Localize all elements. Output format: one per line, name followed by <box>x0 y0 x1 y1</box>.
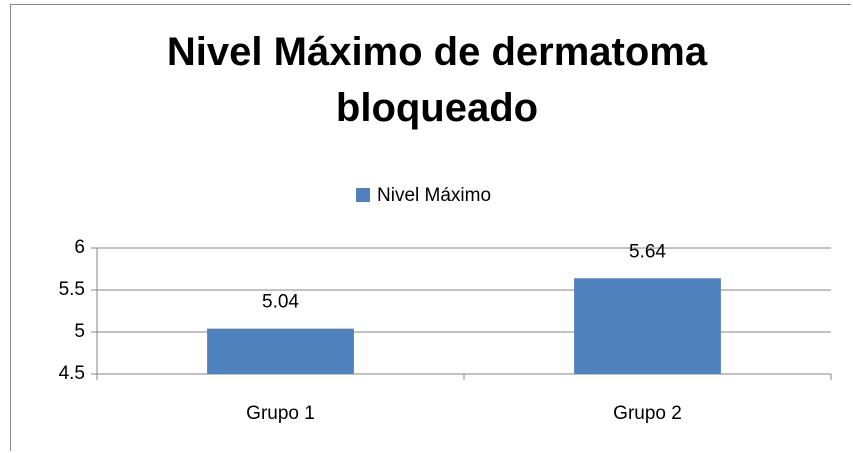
bar <box>207 328 354 374</box>
y-tick-label: 6 <box>74 237 85 258</box>
bar <box>574 278 721 374</box>
legend-swatch <box>356 188 370 202</box>
legend-label: Nivel Máximo <box>377 185 491 206</box>
chart-frame <box>10 4 851 451</box>
y-tick-label: 4.5 <box>59 363 85 384</box>
data-label: 5.04 <box>262 292 299 313</box>
x-tick-label: Grupo 1 <box>246 403 315 424</box>
data-label: 5.64 <box>629 241 666 262</box>
x-tick-label: Grupo 2 <box>613 403 682 424</box>
y-tick-label: 5 <box>74 321 85 342</box>
chart-title: Nivel Máximo de dermatoma bloqueado <box>166 30 708 130</box>
y-tick-label: 5.5 <box>59 279 85 300</box>
